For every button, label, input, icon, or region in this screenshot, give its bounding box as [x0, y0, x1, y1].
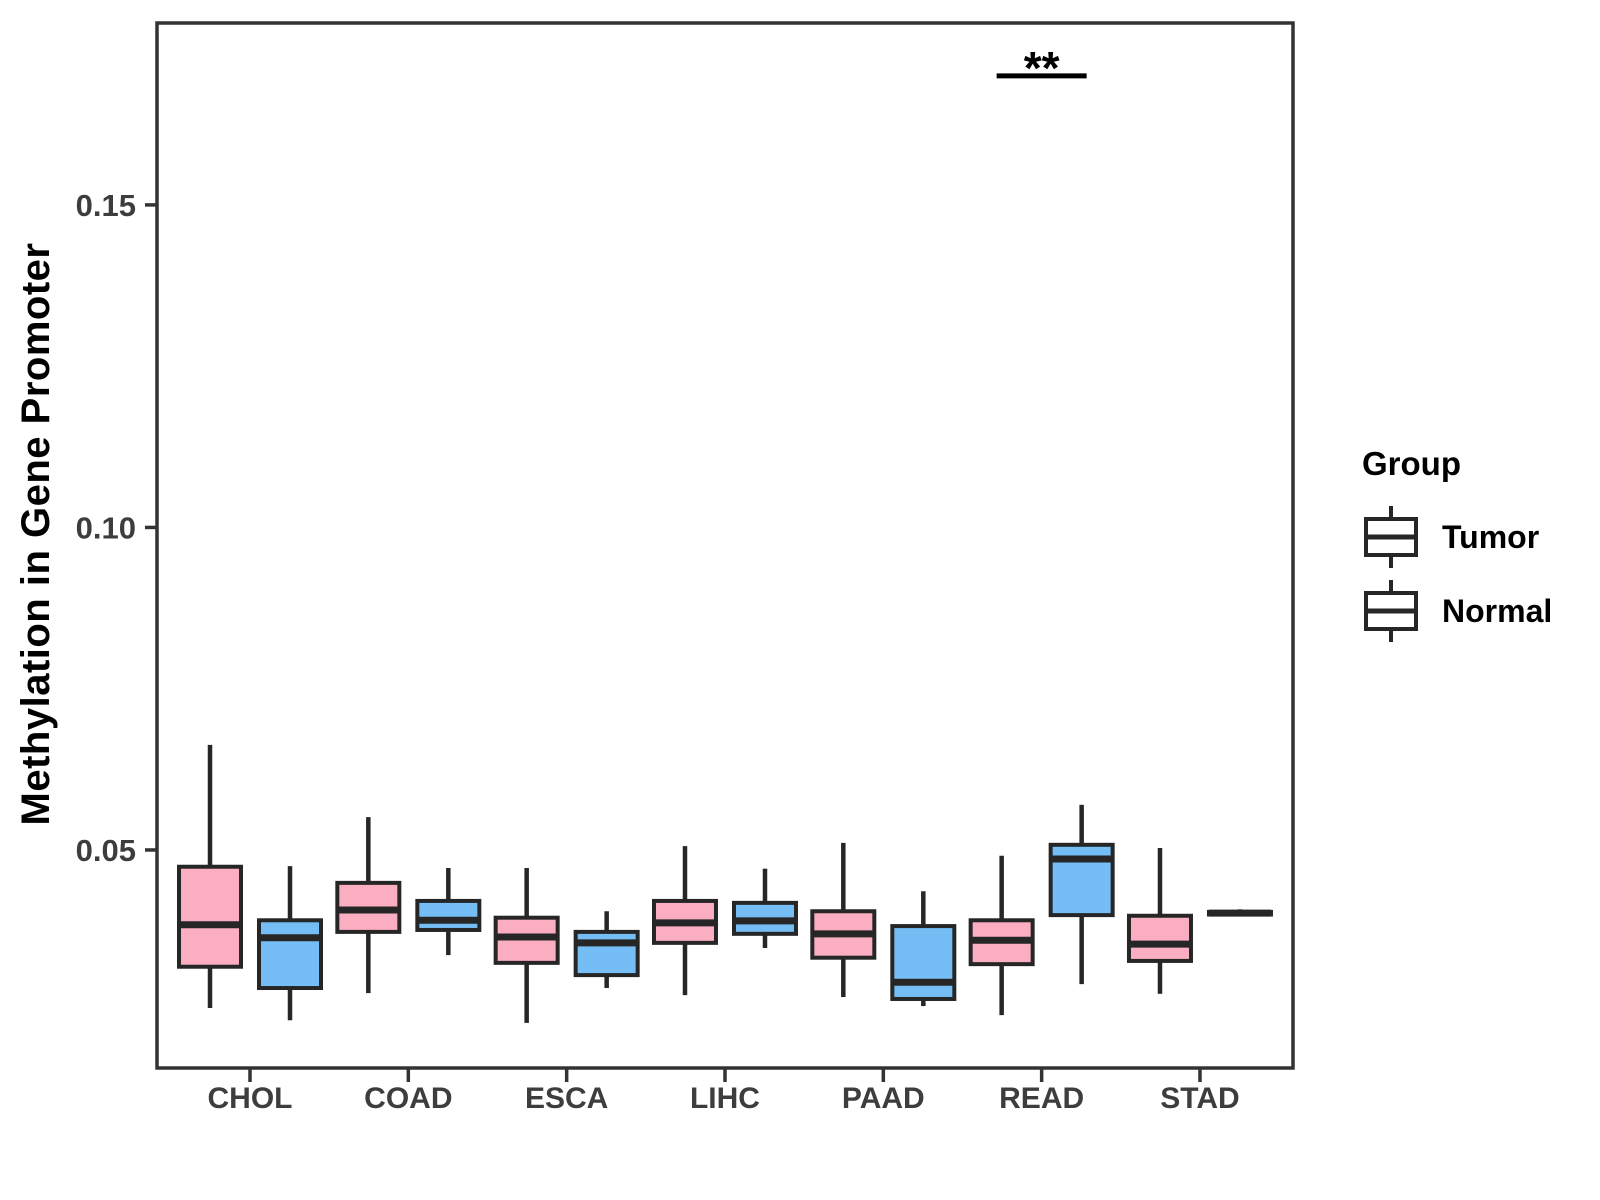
- y-axis-tick-label: 0.05: [76, 833, 136, 868]
- boxplot-box-CHOL-tumor: [177, 864, 243, 969]
- legend-label-normal: Normal: [1442, 592, 1553, 629]
- legend-entry-tumor: Tumor: [1360, 503, 1552, 571]
- x-axis-tick-label: COAD: [364, 1082, 452, 1115]
- boxplot-box-COAD-normal: [415, 898, 482, 932]
- x-axis-tick-label: PAAD: [842, 1082, 925, 1115]
- x-axis-tick-label: LIHC: [690, 1082, 760, 1115]
- x-axis-tick-label: STAD: [1160, 1082, 1239, 1115]
- plot-panel: [155, 21, 1295, 1070]
- legend-label-tumor: Tumor: [1442, 518, 1540, 555]
- x-axis-tick-label: ESCA: [525, 1082, 608, 1115]
- legend: Group Tumor Normal: [1360, 445, 1552, 651]
- boxplot-box-ESCA-normal: [573, 929, 640, 978]
- y-axis-tick-label: 0.15: [76, 188, 136, 223]
- y-axis-tick-label: 0.10: [76, 510, 136, 545]
- legend-key-tumor-boxplot-glyph: [1364, 506, 1418, 568]
- boxplot-box-CHOL-normal: [257, 918, 323, 991]
- x-axis-tick-label: READ: [999, 1082, 1084, 1115]
- boxplot-box-PAAD-normal: [890, 924, 957, 1001]
- x-axis-tick-label: CHOL: [208, 1082, 293, 1115]
- boxplot-box-READ-normal: [1048, 842, 1115, 918]
- legend-entry-normal: Normal: [1360, 577, 1552, 645]
- legend-title: Group: [1362, 445, 1461, 482]
- legend-key-normal-boxplot-glyph: [1364, 580, 1418, 642]
- significance-stars: **: [1024, 42, 1060, 94]
- boxplot-box-STAD-tumor: [1126, 913, 1193, 963]
